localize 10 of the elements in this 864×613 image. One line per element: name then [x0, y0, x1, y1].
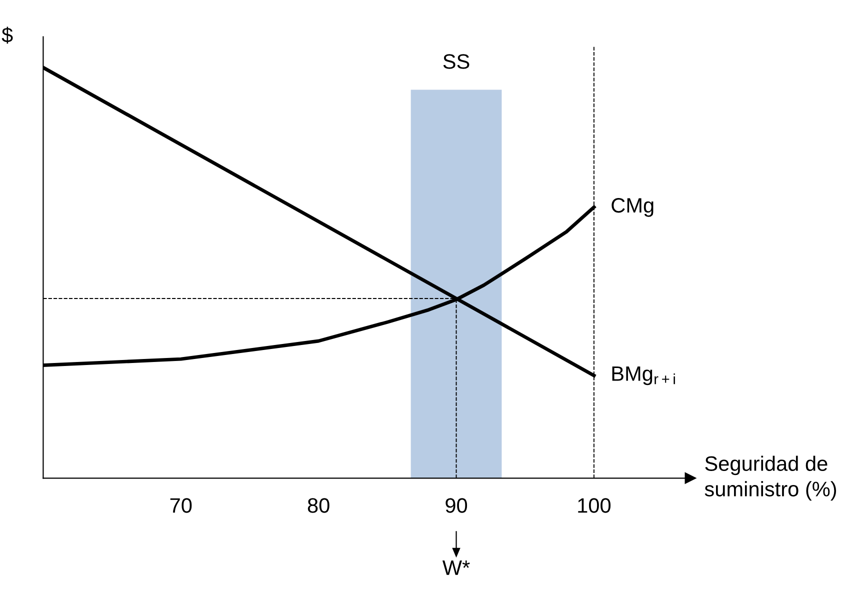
x-tick-label: 70	[170, 498, 192, 513]
x-tick-label: 80	[308, 498, 330, 513]
x-tick-label: 90	[446, 498, 468, 513]
y-axis-title: $	[2, 26, 13, 44]
text: W*	[442, 560, 470, 575]
x-tick-label: 100	[578, 498, 611, 513]
series-label: CMg	[612, 198, 654, 217]
x-axis-title: Seguridad de suministro (%)	[704, 456, 836, 501]
band-label: SS	[443, 54, 470, 69]
series-label: BMg$_{r+i}$	[612, 366, 675, 386]
